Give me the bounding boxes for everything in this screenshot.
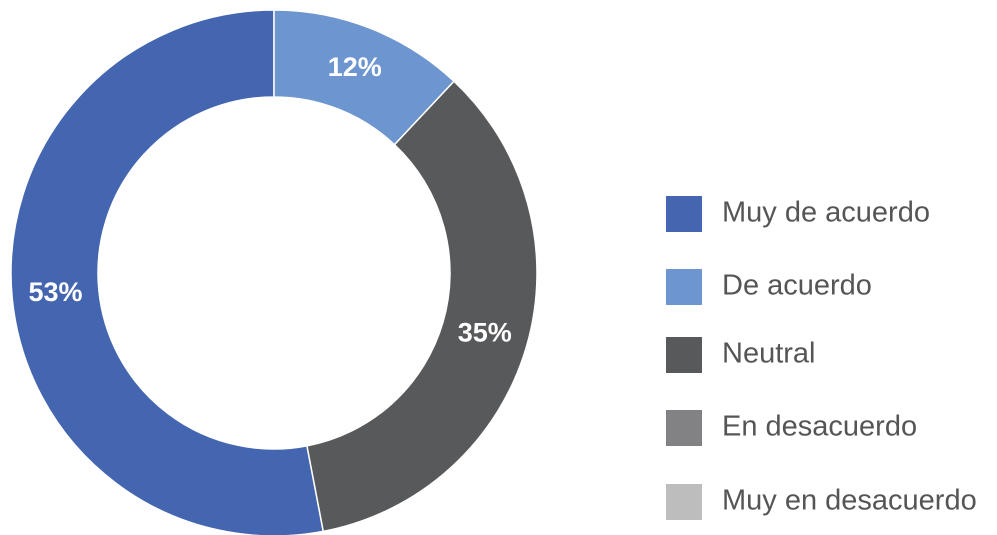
legend-swatch xyxy=(666,410,702,446)
value-label: 35% xyxy=(458,317,512,347)
legend-swatch xyxy=(666,337,702,373)
legend-swatch xyxy=(666,196,702,232)
legend-swatch xyxy=(666,269,702,305)
value-label: 53% xyxy=(28,277,82,307)
donut-slice xyxy=(306,80,538,533)
legend-label: En desacuerdo xyxy=(722,411,917,443)
value-label: 12% xyxy=(328,52,382,82)
legend-label: Muy de acuerdo xyxy=(722,197,930,229)
legend-label: Neutral xyxy=(722,338,816,370)
legend-label: Muy en desacuerdo xyxy=(722,485,977,517)
legend-label: De acuerdo xyxy=(722,270,872,302)
legend-swatch xyxy=(666,484,702,520)
donut-slice xyxy=(10,9,325,535)
